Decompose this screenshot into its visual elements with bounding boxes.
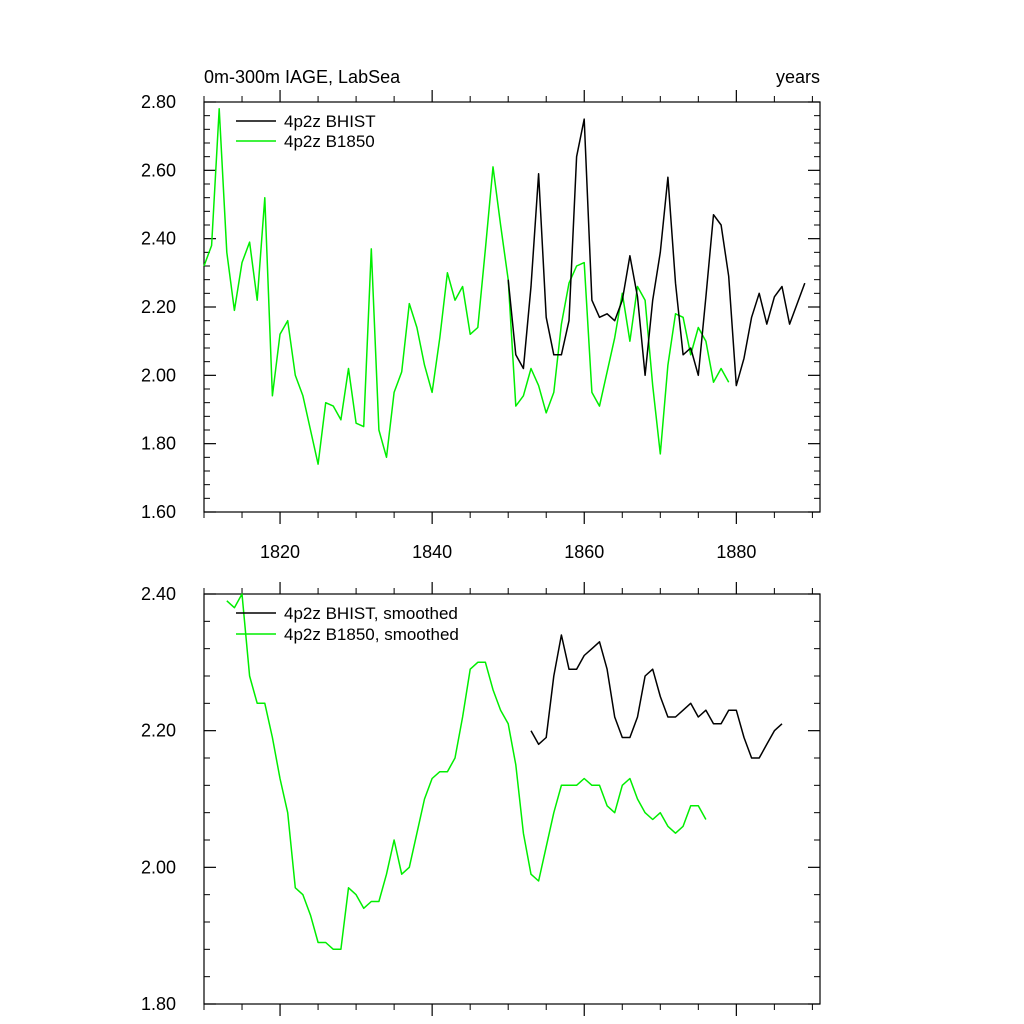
y-tick-label: 2.20 <box>141 297 176 317</box>
legend-label: 4p2z BHIST <box>284 112 376 131</box>
y-tick-label: 1.60 <box>141 502 176 522</box>
plot-frame <box>203 593 821 1005</box>
y-tick-label: 2.00 <box>141 365 176 385</box>
series-line-bhist <box>530 634 783 759</box>
y-tick-label: 2.40 <box>141 229 176 249</box>
legend-label: 4p2z B1850 <box>284 132 375 151</box>
legend: 4p2z BHIST, smoothed 4p2z B1850, smoothed <box>236 604 459 644</box>
x-tick-label: 1820 <box>260 542 300 562</box>
y-tick-label: 2.60 <box>141 160 176 180</box>
series-line-b1850 <box>203 108 730 465</box>
bottom-panel: 1.802.002.202.40 4p2z BHIST, smoothed4p2… <box>141 582 821 1016</box>
chart-title-left: 0m-300m IAGE, LabSea <box>204 67 401 87</box>
chart-title-right: years <box>776 67 820 87</box>
y-tick-label: 2.40 <box>141 584 176 604</box>
x-tick-label: 1840 <box>412 542 452 562</box>
x-tick-label: 1880 <box>716 542 756 562</box>
y-tick-label: 2.20 <box>141 721 176 741</box>
top-panel: 0m-300m IAGE, LabSea years 1820 1840 1860 1… <box>141 67 821 562</box>
series-line-b1850 <box>226 593 707 951</box>
legend-label: 4p2z B1850, smoothed <box>284 625 459 644</box>
y-tick-label: 2.00 <box>141 857 176 877</box>
y-tick-label: 1.80 <box>141 994 176 1014</box>
y-tick-label: 1.80 <box>141 434 176 454</box>
plot-frame <box>203 101 821 513</box>
legend-label: 4p2z BHIST, smoothed <box>284 604 458 623</box>
series-line-bhist <box>507 118 806 387</box>
x-tick-label: 1860 <box>564 542 604 562</box>
y-tick-label: 2.80 <box>141 92 176 112</box>
